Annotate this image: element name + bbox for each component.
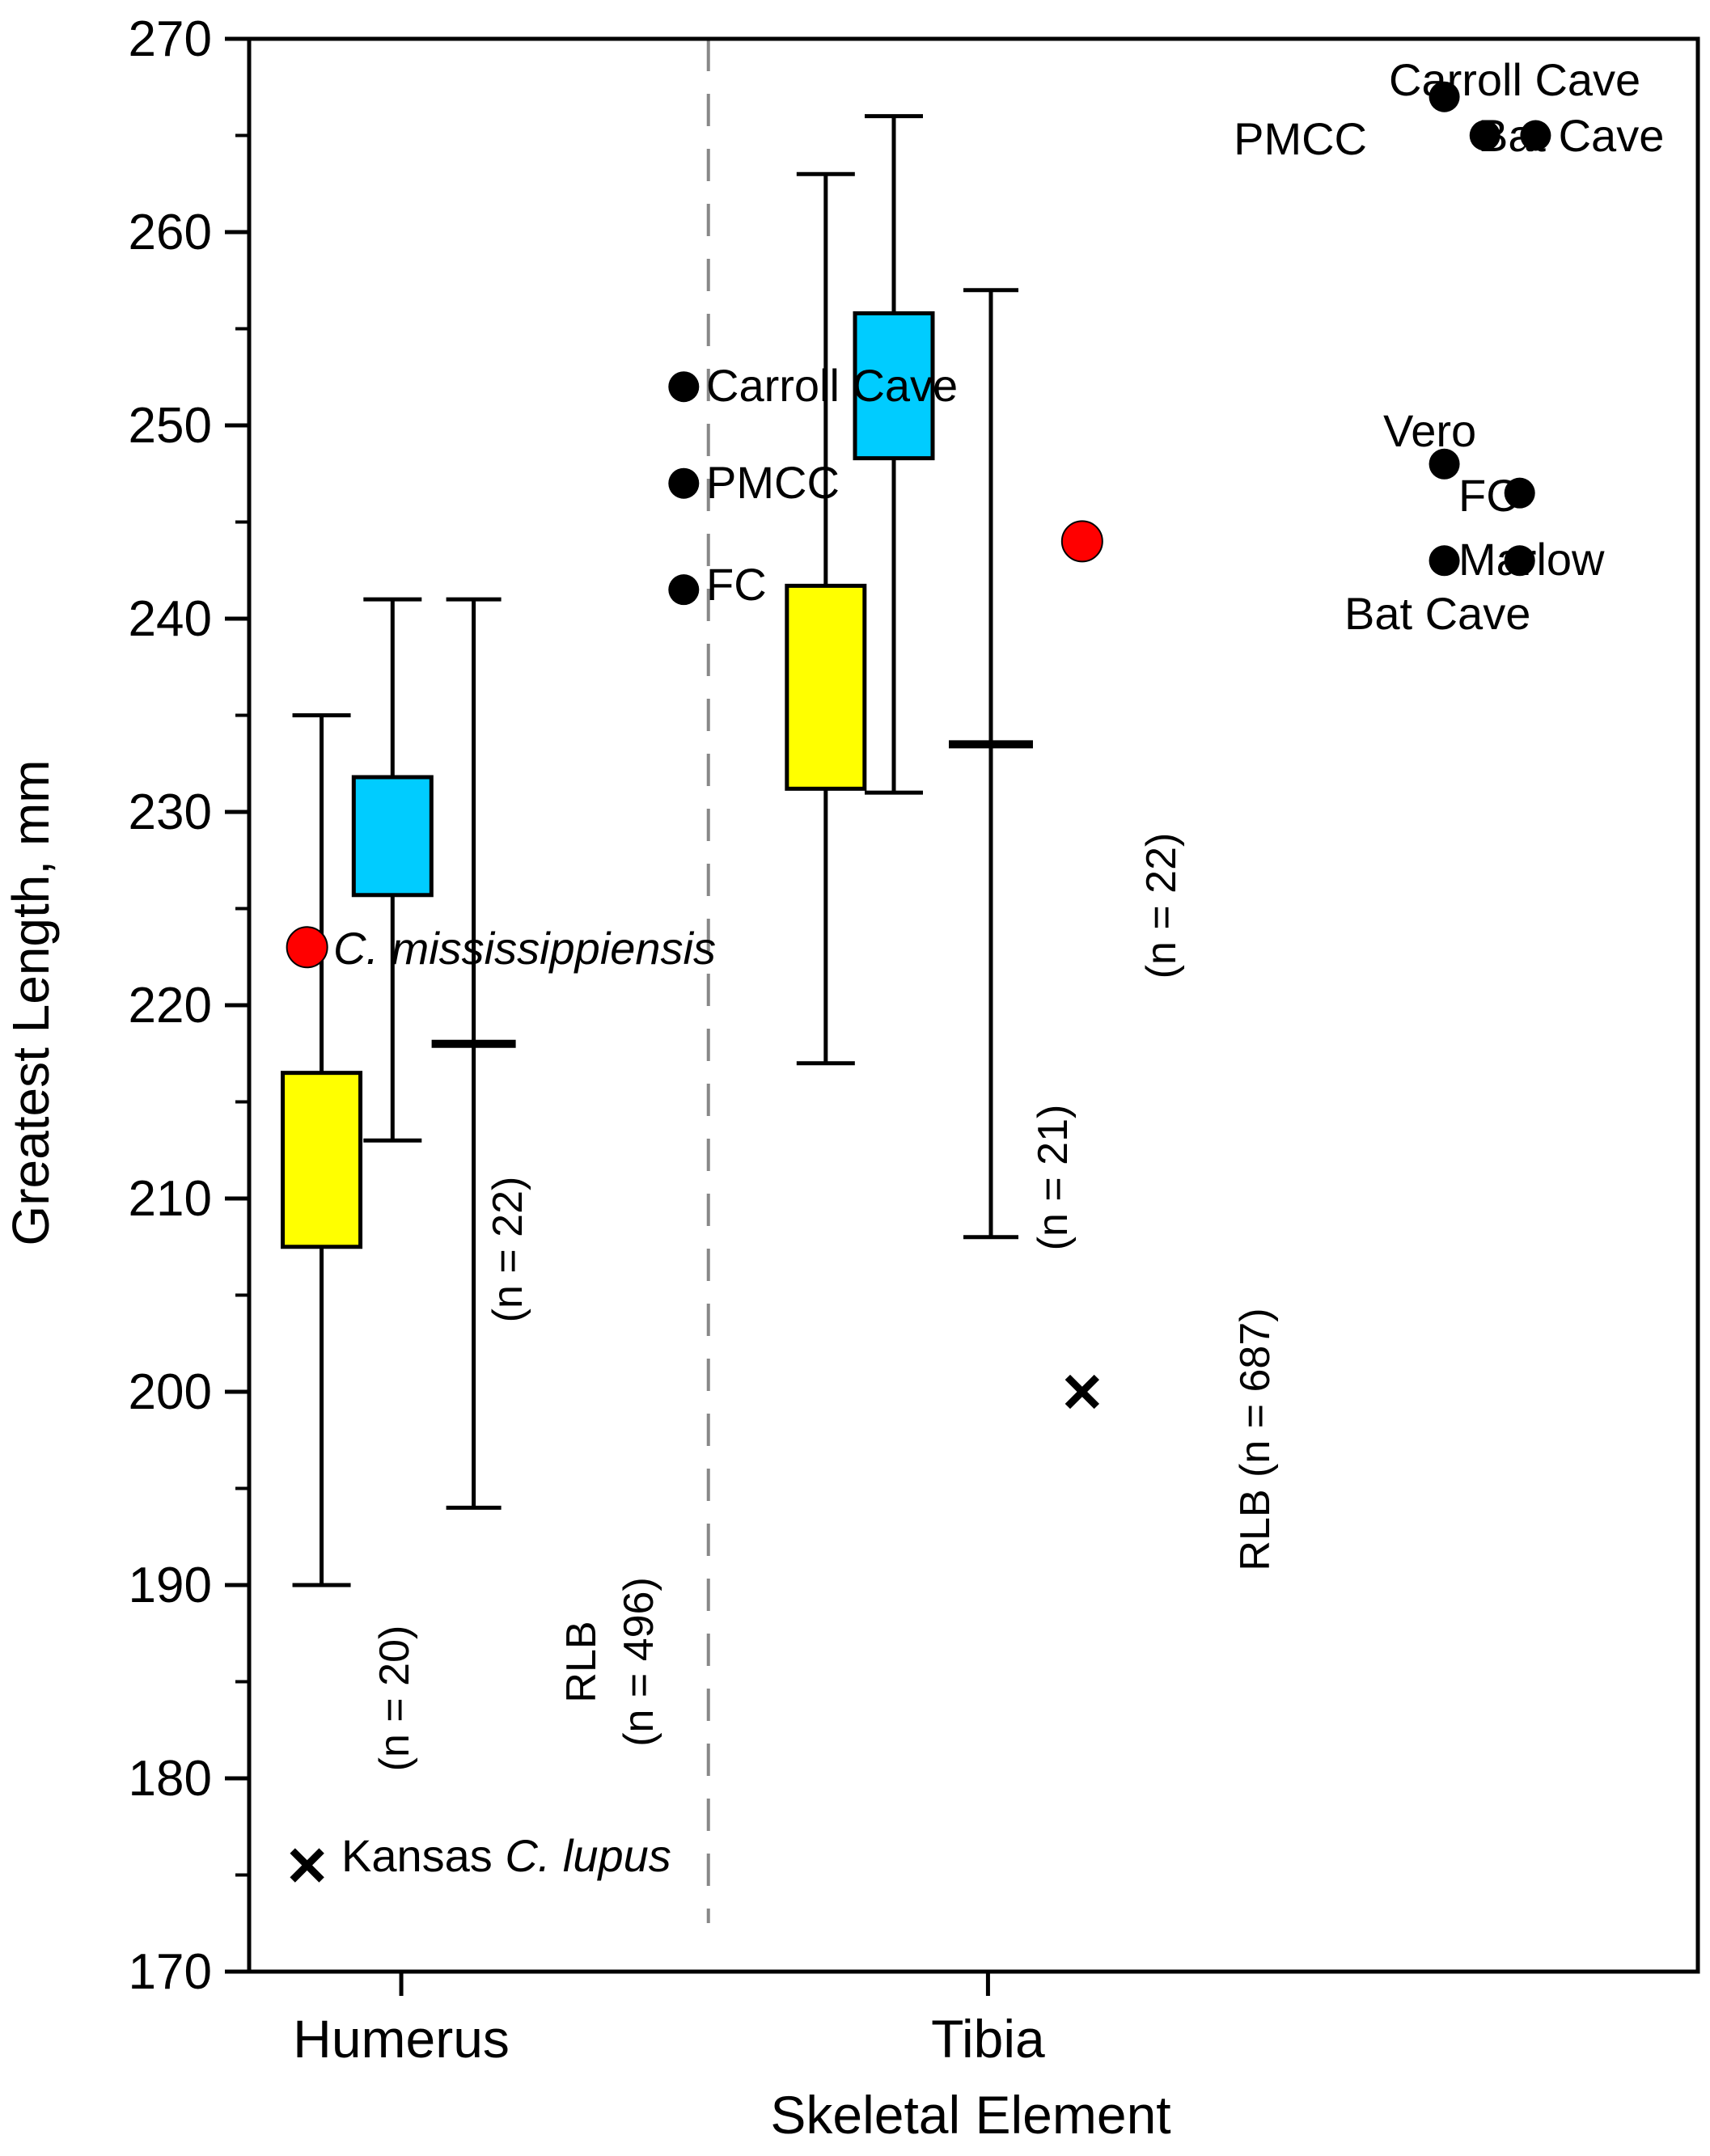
label-tibia-fc: FC — [1458, 470, 1519, 521]
point-black — [1429, 448, 1460, 480]
y-tick-label: 260 — [129, 205, 212, 260]
x-axis-title: Skeletal Element — [770, 2085, 1170, 2145]
point-black — [668, 371, 700, 403]
n-label-humerus-blue: (n = 22) — [485, 1177, 531, 1323]
box-body — [853, 311, 935, 461]
label-tibia-bat-cave-bottom: Bat Cave — [1344, 588, 1530, 639]
label-tibia-bat-cave-top: Bat Cave — [1478, 110, 1664, 161]
y-axis-title: Greatest Length, mm — [2, 759, 60, 1245]
point-black — [1469, 120, 1500, 151]
y-tick-label: 230 — [129, 784, 212, 840]
label-tibia-carroll-cave: Carroll Cave — [1389, 54, 1640, 105]
annotation-labels: C. mississippiensis Kansas C. lupus Carr… — [333, 54, 1664, 1881]
box-body — [785, 583, 867, 791]
plot-frame — [247, 36, 1700, 1974]
label-humerus-fc: FC — [706, 559, 767, 610]
point-black — [1520, 120, 1551, 151]
rlb-label-humerus: RLB — [558, 1621, 605, 1702]
point-x-b — [1065, 1374, 1100, 1410]
label-tibia-vero: Vero — [1383, 405, 1476, 456]
n-label-tibia-blue: (n = 22) — [1138, 833, 1185, 979]
point-red — [286, 926, 328, 969]
y-tick-label: 210 — [129, 1171, 212, 1227]
label-humerus-pmcc: PMCC — [706, 457, 840, 508]
point-black — [668, 574, 700, 606]
n-label-humerus-yellow: (n = 20) — [371, 1625, 418, 1772]
point-black — [668, 467, 700, 499]
marks-layer — [281, 39, 1551, 1923]
c-miss-prefix: C. — [333, 923, 392, 974]
point-x-b — [290, 1848, 324, 1883]
y-tick-label: 240 — [129, 591, 212, 647]
label-kansas-c-lupus: Kansas C. lupus — [341, 1830, 671, 1881]
tick-layer: 170 180 190 200 210 220 230 240 250 260 270 Humerus… — [129, 11, 1045, 2069]
rlb-label-tibia: RLB (n = 687) — [1232, 1308, 1279, 1570]
kansas-species: C. lupus — [505, 1830, 671, 1881]
c-miss-species: mississippiensis — [392, 923, 716, 974]
label-humerus-carroll-cave: Carroll Cave — [706, 360, 958, 411]
label-tibia-pmcc: PMCC — [1234, 113, 1367, 164]
point-black — [1429, 545, 1460, 577]
x-tick-label: Humerus — [293, 2009, 510, 2069]
n-label-humerus-rlb: (n = 496) — [616, 1577, 662, 1747]
y-tick-label: 220 — [129, 978, 212, 1034]
label-c-mississippiensis: C. mississippiensis — [333, 923, 716, 974]
x-tick-label: Tibia — [931, 2009, 1045, 2069]
y-tick-label: 200 — [129, 1364, 212, 1420]
point-black — [1429, 81, 1460, 112]
y-tick-label: 250 — [129, 398, 212, 454]
point-black — [1504, 477, 1535, 509]
y-tick-label: 270 — [129, 11, 212, 67]
point-black — [1504, 545, 1535, 577]
box-body — [281, 1071, 363, 1249]
label-tibia-marlow: Marlow — [1458, 534, 1605, 585]
n-label-tibia-yellow: (n = 21) — [1030, 1105, 1077, 1251]
box-body — [351, 775, 434, 898]
y-tick-label: 180 — [129, 1751, 212, 1807]
kansas-prefix: Kansas — [341, 1830, 505, 1881]
point-red — [1060, 520, 1103, 563]
sample-size-labels: (n = 20) (n = 22) RLB (n = 496) (n = 21)… — [371, 833, 1279, 1772]
y-tick-label: 190 — [129, 1558, 212, 1613]
y-tick-label: 170 — [129, 1944, 212, 2000]
